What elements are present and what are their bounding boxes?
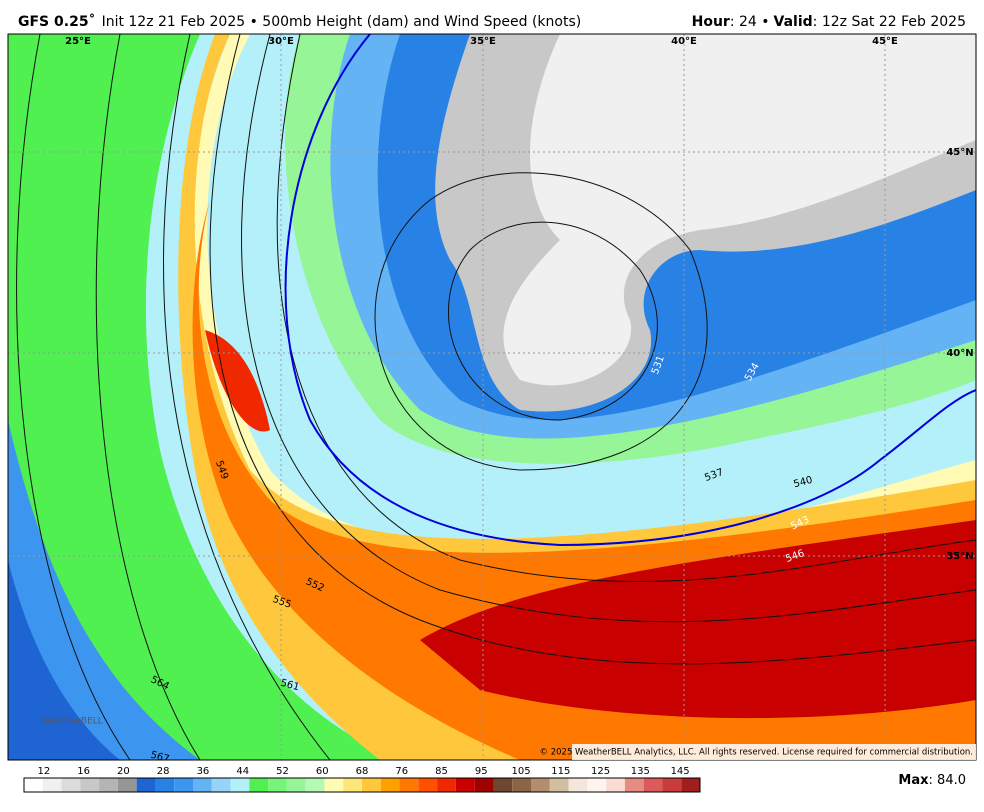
colorbar-swatch [606,778,625,792]
longitude-label: 40°E [671,36,697,47]
colorbar-swatch [24,778,43,792]
colorbar-swatch [380,778,400,792]
colorbar-swatch [174,778,193,792]
copyright: © 2025 WeatherBELL Analytics, LLC. All r… [540,748,973,758]
max-info: Max: 84.0 [898,773,966,788]
description: Init 12z 21 Feb 2025 • 500mb Height (dam… [102,14,582,30]
contour-label: 561 [279,678,300,694]
colorbar-swatch [324,778,344,792]
title: GFS 0.25˚ Init 12z 21 Feb 2025 • 500mb He… [18,13,581,30]
colorbar-swatch [493,778,513,792]
colorbar-label: 12 [38,766,51,777]
colorbar-swatch [42,778,62,792]
max-label: Max [898,773,929,788]
logo: WeatherBELL [43,717,103,727]
latitude-label: 45°N [946,147,973,158]
colorbar-swatch [117,778,137,792]
colorbar-swatch [61,778,81,792]
contour-label: 540 [792,475,813,491]
colorbar-swatch [418,778,438,792]
colorbar-swatch [568,778,588,792]
latitude-label: 40°N [946,348,973,359]
colorbar-swatch [455,778,475,792]
valid-value: : 12z Sat 22 Feb 2025 [813,14,966,30]
colorbar-swatch [362,778,381,792]
colorbar-swatch [99,778,118,792]
colorbar-label: 76 [395,766,408,777]
colorbar-swatch [305,778,325,792]
longitude-label: 25°E [65,36,91,47]
colorbar-swatch [437,778,456,792]
map: 25°E 30°E 35°E 40°E 45°E45°N40°N35°N54955255… [8,34,976,766]
colorbar-label: 105 [512,766,531,777]
colorbar-swatch [343,778,362,792]
colorbar-swatch [399,778,419,792]
colorbar-label: 135 [631,766,650,777]
colorbar-label: 125 [591,766,610,777]
longitude-label: 30°E [268,36,294,47]
height-contours [16,34,976,760]
colorbar: 12 16 20 28 36 44 52 60 68 76 85 95 105 115 125 135 145 [23,766,701,793]
colorbar-swatch [136,778,156,792]
map-frame [7,33,977,761]
contour-label: 567 [149,750,170,766]
latitude-label: 35°N [946,551,973,562]
longitude-label: 45°E [872,36,898,47]
colorbar-label: 68 [356,766,369,777]
colorbar-swatch [211,778,231,792]
valid-info: Hour: 24 • Valid: 12z Sat 22 Feb 2025 [692,14,966,30]
colorbar-label: 145 [671,766,690,777]
colorbar-label: 16 [77,766,90,777]
colorbar-label: 44 [236,766,249,777]
colorbar-label: 52 [276,766,289,777]
colorbar-label: 60 [316,766,329,777]
colorbar-swatch [587,778,607,792]
hour-label: Hour [692,14,730,30]
colorbar-label: 115 [551,766,570,777]
colorbar-label: 28 [157,766,170,777]
colorbar-swatch [643,778,663,792]
colorbar-label: 95 [475,766,488,777]
colorbar-swatch [662,778,682,792]
colorbar-label: 36 [197,766,210,777]
colorbar-swatch [512,778,531,792]
colorbar-frame [23,777,701,793]
colorbar-swatch [474,778,494,792]
colorbar-swatch [624,778,644,792]
longitude-label: 35°E [470,36,496,47]
colorbar-swatch [286,778,306,792]
model: GFS 0.25˚ [18,13,96,30]
colorbar-swatch [268,778,287,792]
colorbar-swatch [249,778,269,792]
valid-label: Valid [774,14,813,30]
colorbar-swatch [531,778,550,792]
colorbar-label: 85 [435,766,448,777]
colorbar-swatch [155,778,175,792]
contour-540 [284,34,976,547]
max-value: : 84.0 [929,773,966,788]
hour-value: : 24 • [730,14,770,30]
colorbar-swatch [549,778,569,792]
colorbar-swatch [80,778,100,792]
graticule [8,34,976,760]
colorbar-swatch [230,778,250,792]
copyright-bg [572,744,976,760]
colorbar-label: 20 [117,766,130,777]
colorbar-swatch [681,778,700,792]
colorbar-swatch [193,778,212,792]
